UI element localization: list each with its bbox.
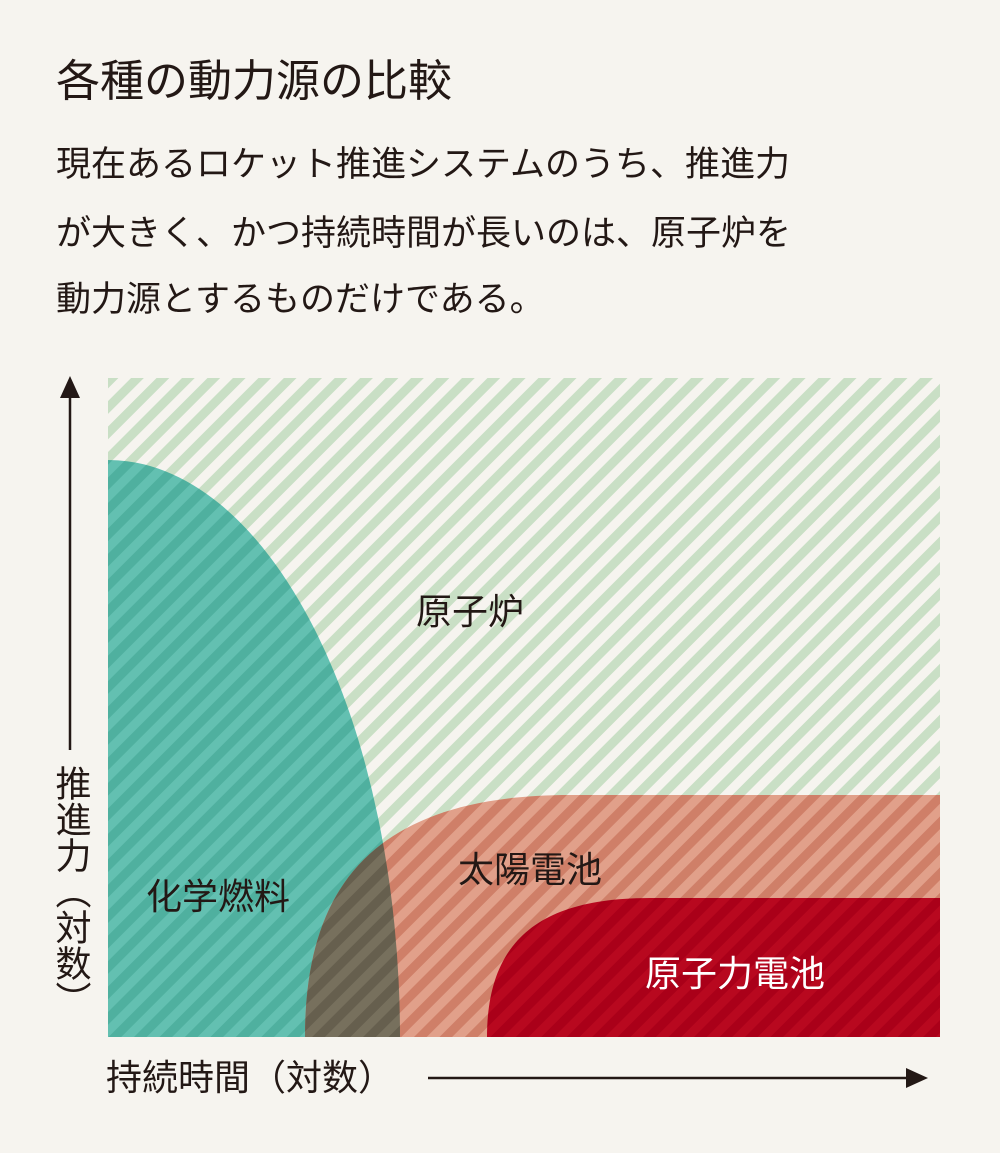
region-label: 化学燃料 [146,877,290,918]
y-axis-arrow [60,376,80,398]
region-label: 原子力電池 [645,954,825,995]
y-axis-label: 推進力（対数） [50,765,92,1017]
x-axis-arrow [906,1068,928,1088]
region-label: 原子炉 [416,592,524,633]
title: 各種の動力源の比較 [56,56,452,107]
region-label: 太陽電池 [458,850,602,891]
description-line: 現在あるロケット推進システムのうち、推進力 [56,145,790,185]
chemical-region [108,460,400,1037]
rtg-region [487,898,940,1037]
description-line: が大きく、かつ持続時間が長いのは、原子炉を [56,214,791,254]
x-axis-label: 持続時間（対数） [106,1058,394,1099]
description-line: 動力源とするものだけである。 [56,280,545,320]
